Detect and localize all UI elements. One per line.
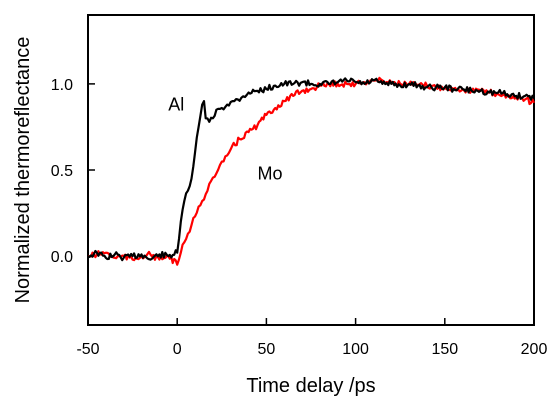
y-tick-label: 0.0 [51, 249, 73, 266]
x-axis-title: Time delay /ps [246, 375, 375, 397]
x-tick-label: -50 [76, 341, 99, 358]
plot-area-frame [87, 14, 535, 326]
x-tick-label: 50 [258, 341, 276, 358]
series-layer [87, 76, 536, 266]
axis-ticks [87, 83, 535, 325]
series-label-al: Al [168, 95, 184, 115]
x-tick-label: 200 [521, 341, 548, 358]
x-tick-label: 150 [431, 341, 458, 358]
series-line-al [87, 77, 535, 262]
y-axis-title: Normalized thermoreflectance [12, 37, 34, 304]
series-line-mo [87, 76, 536, 266]
tick-labels: -50 0 50 100 150 200 0.0 0.5 1.0 [51, 77, 548, 358]
x-tick-label: 100 [342, 341, 369, 358]
series-label-mo: Mo [257, 163, 282, 183]
y-tick-label: 1.0 [51, 77, 73, 94]
x-tick-label: 0 [173, 341, 182, 358]
annotations: Al Mo [168, 95, 282, 184]
y-tick-label: 0.5 [51, 163, 73, 180]
